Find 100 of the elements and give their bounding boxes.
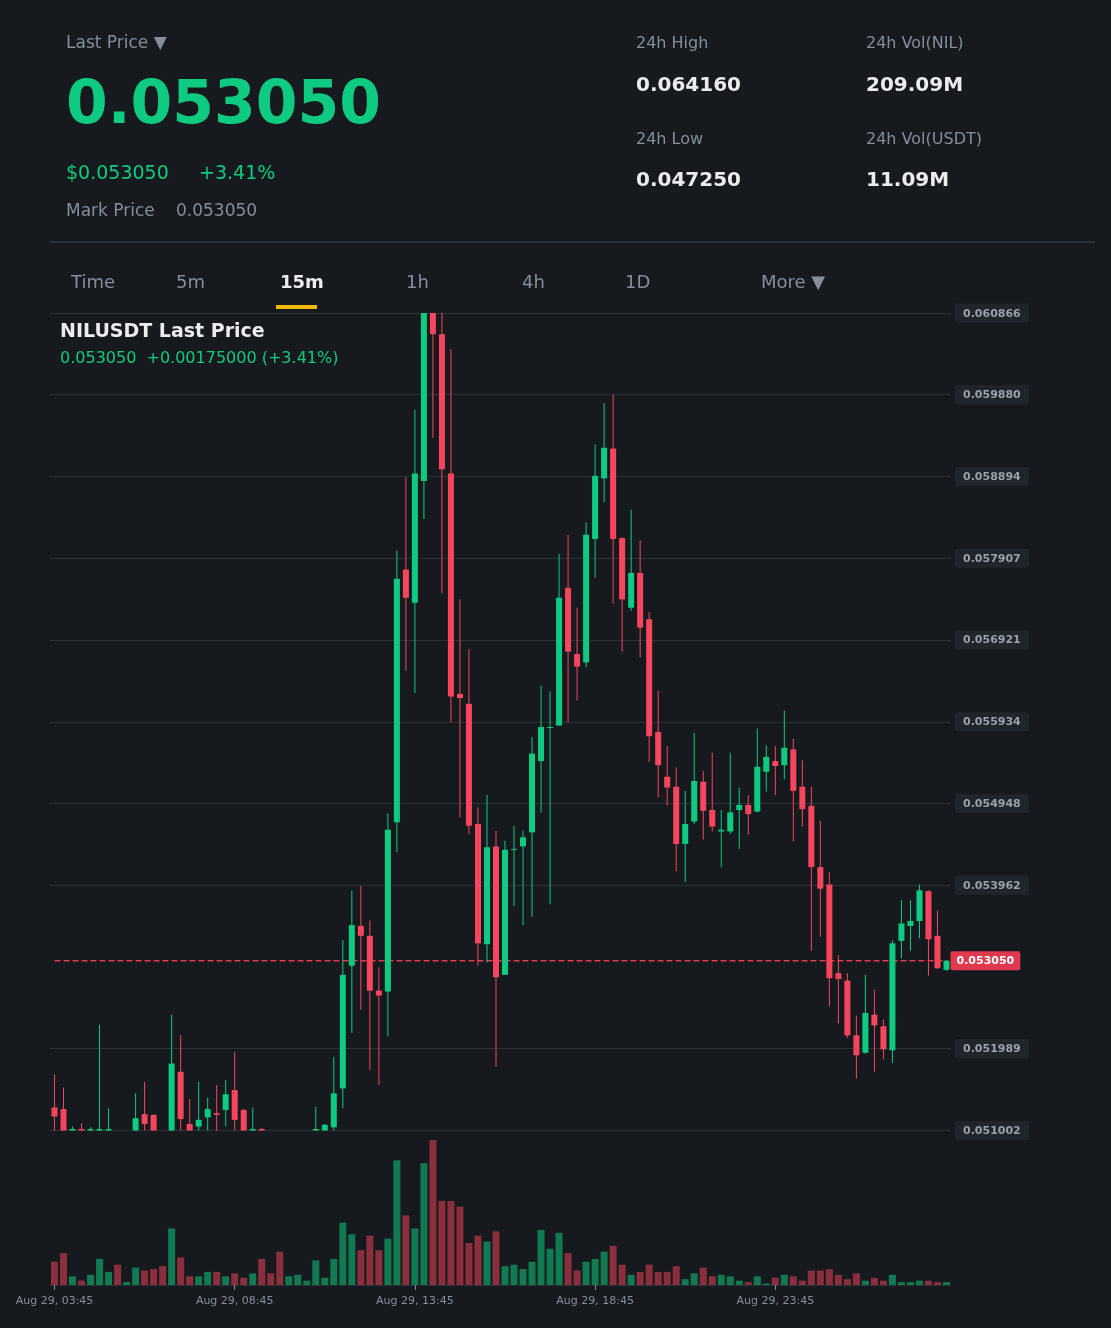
- bar: [933, 1282, 941, 1285]
- candlestick: [186, 1098, 193, 1131]
- candlestick: [781, 709, 788, 780]
- bar: [843, 1279, 851, 1285]
- candlestick: [249, 1106, 256, 1131]
- y-tick-label: 0.056921: [963, 633, 1021, 647]
- text: 0.053050 +0.00175000 (+3.41%): [60, 347, 339, 367]
- bar: [654, 1271, 662, 1285]
- ref-line-label: 0.053050: [956, 954, 1015, 968]
- bar: [798, 1280, 806, 1285]
- bar: [366, 1235, 374, 1285]
- bar: [393, 1160, 401, 1285]
- bar: [915, 1280, 923, 1285]
- bar: [195, 1276, 203, 1285]
- bar: [600, 1251, 608, 1285]
- bar: [807, 1270, 815, 1285]
- candlestick: [456, 598, 463, 818]
- bar: [87, 1274, 95, 1285]
- candlestick: [96, 1024, 103, 1131]
- bar: [456, 1206, 464, 1285]
- x-tick-label: Aug 29, 08:45: [195, 1294, 274, 1307]
- bar: [240, 1277, 248, 1285]
- bar: [591, 1258, 599, 1285]
- bar: [204, 1271, 212, 1285]
- bar: [636, 1271, 644, 1285]
- candlestick: [664, 745, 671, 807]
- bar: [384, 1238, 392, 1285]
- candlestick: [745, 794, 752, 836]
- bar: [519, 1269, 527, 1285]
- candlestick: [240, 1108, 247, 1131]
- text: Last Price ▼: [66, 32, 167, 52]
- bar: [564, 1253, 572, 1285]
- bar: [402, 1215, 410, 1285]
- chart-title: NILUSDT Last Price: [60, 318, 265, 341]
- text: 15m: [280, 270, 324, 292]
- bar: [672, 1266, 680, 1285]
- candlestick: [520, 830, 527, 926]
- y-tick-label: 0.053962: [963, 878, 1021, 892]
- bar: [231, 1273, 239, 1285]
- bar: [943, 1282, 950, 1285]
- text: 0.047250: [636, 167, 742, 191]
- x-tick-label: Aug 29, 03:45: [15, 1294, 94, 1307]
- candlestick: [880, 1019, 887, 1060]
- text: 0.053050: [66, 67, 382, 137]
- candlestick: [727, 752, 734, 835]
- y-tick-label: 0.051989: [963, 1042, 1021, 1056]
- bar: [609, 1245, 617, 1285]
- text: 24h Low: [636, 128, 704, 148]
- candlestick: [51, 1073, 58, 1131]
- bar: [168, 1228, 176, 1285]
- candlestick: [213, 1084, 220, 1131]
- bar: [276, 1251, 284, 1285]
- bar: [339, 1222, 347, 1285]
- candlestick: [817, 820, 824, 938]
- candlestick: [222, 1079, 229, 1128]
- bar: [870, 1277, 878, 1285]
- candlestick: [835, 954, 842, 1025]
- text: Time: [71, 270, 116, 292]
- bar: [438, 1200, 446, 1285]
- bar: [906, 1282, 914, 1285]
- candlestick: [375, 966, 382, 1086]
- bar: [582, 1261, 590, 1285]
- bar: [555, 1232, 563, 1285]
- text: 11.09M: [866, 167, 950, 191]
- x-tick-label: Aug 29, 23:45: [736, 1294, 815, 1307]
- candlestick: [141, 1081, 148, 1131]
- bar: [429, 1140, 437, 1285]
- bar: [771, 1277, 779, 1285]
- bar: [78, 1280, 86, 1285]
- candlestick: [898, 899, 905, 959]
- candlestick: [709, 752, 716, 832]
- candlestick: [736, 787, 743, 850]
- text: 24h Vol(USDT): [866, 128, 982, 148]
- y-tick-label: 0.059880: [963, 388, 1022, 402]
- bar: [681, 1279, 689, 1285]
- y-tick-label: 0.058894: [963, 469, 1022, 483]
- bar: [735, 1280, 743, 1285]
- y-tick-label: 0.055934: [963, 715, 1022, 729]
- candlestick: [204, 1097, 211, 1131]
- candlestick: [105, 1107, 112, 1131]
- y-tick-label: 0.054948: [963, 796, 1021, 810]
- bar: [348, 1234, 356, 1285]
- bar: [780, 1274, 788, 1285]
- bar: [321, 1277, 329, 1285]
- bar: [114, 1264, 122, 1285]
- bar: [123, 1282, 131, 1285]
- text: 24h Vol(NIL): [866, 32, 964, 52]
- candlestick: [547, 690, 554, 905]
- bar: [897, 1282, 905, 1285]
- bar: [474, 1235, 482, 1285]
- candlestick: [871, 989, 878, 1073]
- bar: [699, 1267, 707, 1285]
- bar: [420, 1163, 428, 1285]
- bar: [69, 1276, 77, 1285]
- bar: [177, 1257, 185, 1285]
- bar: [888, 1274, 896, 1285]
- text: 1D: [625, 270, 651, 292]
- x-tick-label: Aug 29, 18:45: [556, 1294, 634, 1307]
- bar: [213, 1271, 221, 1285]
- bar: [141, 1270, 149, 1285]
